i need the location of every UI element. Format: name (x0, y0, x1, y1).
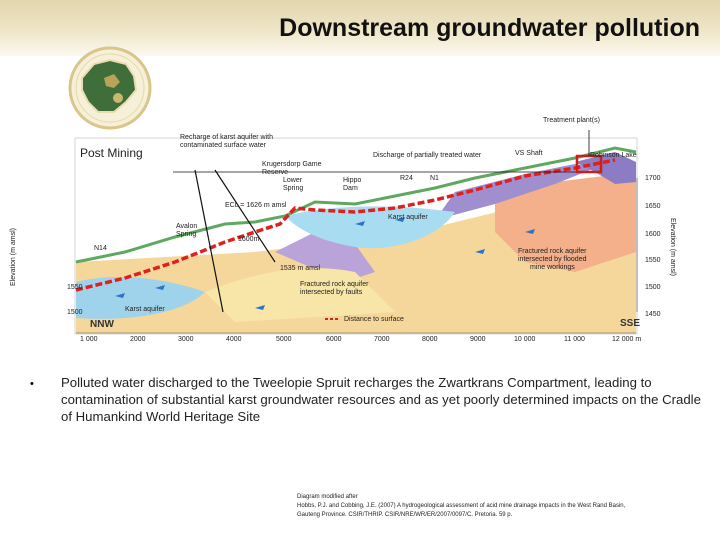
left-tick: 1500 (67, 309, 83, 316)
source-line-2: Hobbs, P.J. and Cobbing, J.E. (2007) A h… (297, 503, 626, 509)
fractured-faults-label-2: intersected by faults (300, 289, 363, 296)
ground-surface (75, 146, 637, 264)
ecl-label: ECL = 1626 m amsl (225, 202, 287, 209)
bullet-marker: • (30, 378, 34, 390)
right-axis-title: Elevation (m amsl) (669, 218, 676, 276)
right-tick: 1450 (645, 311, 661, 318)
vs-shaft-label: VS Shaft (515, 150, 543, 157)
x-tick: 11 000 (564, 336, 585, 343)
x-tick: 1 000 (80, 336, 98, 343)
x-tick: 9000 (470, 336, 486, 343)
fractured-mine-label-3: mine workings (530, 264, 575, 271)
left-axis-title: Elevation (m amsl) (10, 228, 17, 286)
x-tick: 8000 (422, 336, 438, 343)
dyke-upper (435, 164, 595, 220)
right-tick: 1600 (645, 231, 661, 238)
treatment-plant-label: Treatment plant(s) (543, 117, 600, 124)
level-1600-label: 1600m (238, 236, 260, 243)
discharge-label: Discharge of partially treated water (373, 152, 482, 159)
recharge-arrow-1 (194, 169, 224, 313)
spring-label-2: Spring (283, 185, 304, 192)
x-tick: 5000 (276, 336, 292, 343)
bullet-text: Polluted water discharged to the Tweelop… (61, 375, 701, 424)
hippo-label-1: Hippo (343, 177, 362, 184)
x-tick: 4000 (226, 336, 242, 343)
fractured-faults-label-1: Fractured rock aquifer (300, 281, 369, 288)
x-tick: 12 000 m (612, 336, 642, 343)
slide-title: Downstream groundwater pollution (279, 14, 700, 42)
recharge-arrow-2 (214, 169, 276, 263)
source-citation: Diagram modified after Hobbs, P.J. and C… (297, 493, 717, 520)
recharge-label-2: contaminated surface water (180, 142, 266, 149)
n14-label: N14 (94, 245, 107, 252)
x-tick: 6000 (326, 336, 342, 343)
right-tick: 1700 (645, 175, 661, 182)
karst-aquifer-right-body (285, 206, 455, 249)
right-tick: 1550 (645, 257, 661, 264)
compartment-label-1: Krugersdorp Game (262, 161, 322, 168)
n1-label: N1 (430, 175, 439, 182)
cross-section-diagram (74, 130, 638, 335)
nnw-label: NNW (90, 319, 114, 330)
left-tick: 1550 (67, 284, 83, 291)
distance-legend-label: Distance to surface (344, 316, 404, 323)
water-table-line (75, 158, 616, 292)
post-mining-label: Post Mining (80, 146, 143, 160)
title-band (0, 0, 720, 56)
karst-aquifer-right-label: Karst aquifer (388, 214, 428, 221)
flow-arrows (115, 217, 535, 310)
fractured-mine-label-2: intersected by flooded (518, 256, 587, 263)
sse-label: SSE (620, 318, 641, 329)
hippo-label-2: Dam (343, 185, 358, 192)
flooded-mine-zone (495, 172, 636, 272)
x-tick: 10 000 (514, 336, 536, 343)
dyke-right (575, 152, 636, 184)
level-1535-label: 1535 m amsl (280, 265, 321, 272)
right-tick: 1650 (645, 203, 661, 210)
compartment-label-2: Reserve (262, 169, 289, 176)
recharge-label-1: Recharge of karst aquifer with (180, 134, 273, 141)
r24-label: R24 (400, 175, 413, 182)
avalon-label-2: Spring (176, 231, 197, 238)
spring-label-1: Lower (283, 177, 303, 184)
map-logo-icon (68, 46, 152, 130)
source-line-3: Gauteng Province. CSIR/THRIP. CSIR/NRE/W… (297, 512, 513, 518)
fractured-faults-zone (205, 268, 395, 322)
karst-aquifer-left-label: Karst aquifer (125, 306, 165, 313)
x-tick: 2000 (130, 336, 146, 343)
source-line-1: Diagram modified after (297, 494, 358, 500)
x-tick: 7000 (374, 336, 390, 343)
avalon-label-1: Avalon (176, 223, 198, 230)
karst-aquifer-left-body (76, 277, 205, 319)
robinson-lake-label: Robinson Lake (590, 152, 637, 159)
right-tick: 1500 (645, 284, 661, 291)
x-tick: 3000 (178, 336, 194, 343)
fractured-mine-label-1: Fractured rock aquifer (518, 248, 587, 255)
